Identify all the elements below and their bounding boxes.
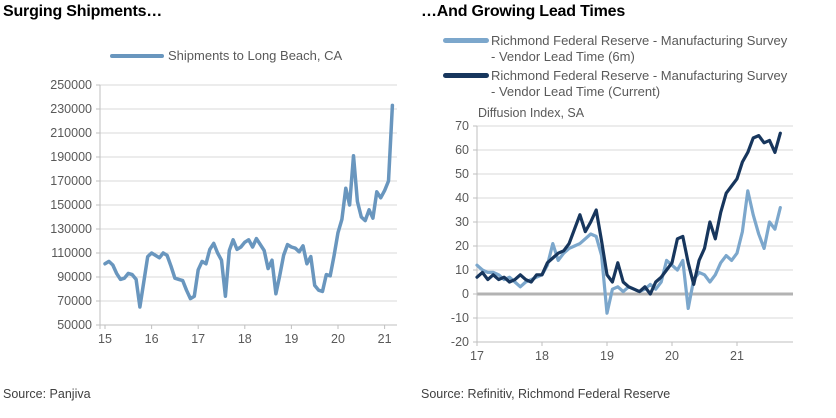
y-tick-label: 0 [462,287,469,301]
y-tick-label: 250000 [50,78,92,92]
right-source-note: Source: Refinitiv, Richmond Federal Rese… [421,387,671,401]
y-tick-label: 170000 [50,174,92,188]
x-tick-label: 16 [145,332,159,346]
shipments-series-swatch [110,54,164,58]
x-tick-label: 15 [98,332,112,346]
x-tick-label: 21 [730,349,744,363]
shipments-long-beach-line [103,103,395,309]
y-tick-label: 30 [455,215,469,229]
y-tick-label: 130000 [50,222,92,236]
y-tick-label: 70000 [57,294,92,308]
lead-time-current-label-line1: Richmond Federal Reserve - Manufacturing… [491,68,788,83]
y-tick-label: 190000 [50,150,92,164]
x-tick-label: 21 [378,332,392,346]
y-tick-label: -20 [451,335,469,349]
lead-time-current-swatch [443,73,489,78]
lead-time-6m-swatch [443,38,489,43]
x-tick-label: 18 [535,349,549,363]
vendor-lead-time-current-line [475,131,782,296]
y-tick-label: 50 [455,167,469,181]
left-chart-legend: Shipments to Long Beach, CA [110,48,342,64]
lead-time-current-label-line2: - Vendor Lead Time (Current) [491,84,661,99]
left-chart-title: Surging Shipments… [3,3,163,20]
lead-time-6m-label: Richmond Federal Reserve - Manufacturing… [491,33,787,65]
y-tick-label: 210000 [50,126,92,140]
x-tick-label: 17 [470,349,484,363]
y-tick-label: 70 [455,119,469,133]
y-tick-label: 150000 [50,198,92,212]
y-tick-label: 60 [455,143,469,157]
right-chart-panel: …And Growing Lead Times Richmond Federal… [418,0,836,418]
y-tick-label: 10 [455,263,469,277]
diffusion-index-axis-note: Diffusion Index, SA [478,106,585,120]
left-source-note: Source: Panjiva [3,387,91,401]
y-tick-label: 40 [455,191,469,205]
x-tick-label: 20 [665,349,679,363]
x-tick-label: 19 [284,332,298,346]
shipments-line-chart: 250000 230000 210000 190000 170000 150000 1300… [50,78,397,346]
legend-entry-current: Richmond Federal Reserve - Manufacturing… [443,68,787,100]
right-chart-title: …And Growing Lead Times [421,3,626,20]
lead-time-current-label: Richmond Federal Reserve - Manufacturing… [491,68,787,100]
y-tick-label: 230000 [50,102,92,116]
legend-entry-6m: Richmond Federal Reserve - Manufacturing… [443,33,787,65]
shipments-series-label: Shipments to Long Beach, CA [168,48,343,63]
y-tick-label: 90000 [57,270,92,284]
x-tick-label: 20 [331,332,345,346]
x-tick-label: 17 [191,332,205,346]
lead-time-6m-label-line2: - Vendor Lead Time (6m) [491,49,635,64]
left-chart-panel: Surging Shipments… Shipments to Long Bea… [3,3,397,401]
x-tick-label: 18 [238,332,252,346]
x-tick-label: 19 [600,349,614,363]
lead-time-6m-label-line1: Richmond Federal Reserve - Manufacturing… [491,33,788,48]
y-tick-label: 110000 [51,246,92,260]
y-tick-label: -10 [451,311,469,325]
y-tick-label: 50000 [57,318,92,332]
y-tick-label: 20 [455,239,469,253]
right-chart-legend: Richmond Federal Reserve - Manufacturing… [443,33,787,103]
